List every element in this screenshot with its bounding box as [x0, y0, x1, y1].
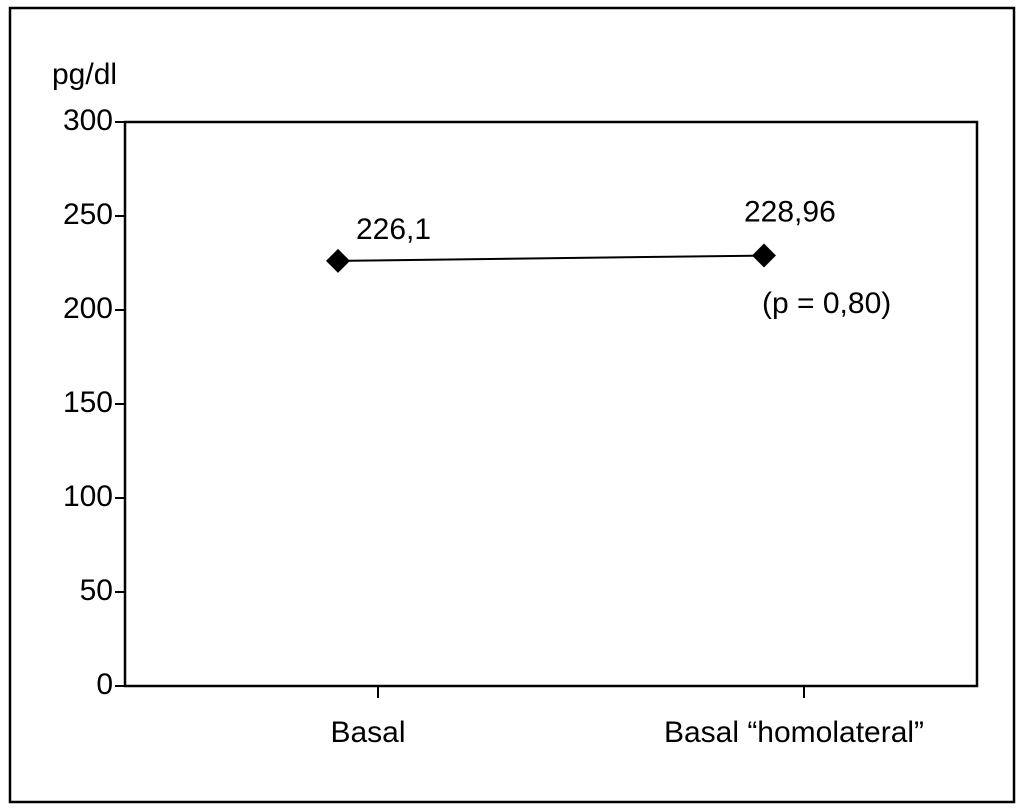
y-axis-label: pg/dl [52, 58, 117, 91]
x-tick-label: Basal [330, 716, 405, 749]
line [337, 254, 765, 262]
data-label: 228,96 [744, 195, 836, 228]
y-tick-label: 300 [63, 104, 113, 137]
marker [326, 248, 350, 273]
marker [752, 243, 776, 268]
y-tick-label: 0 [96, 668, 113, 701]
annotation: (p = 0,80) [762, 287, 891, 320]
y-tick-label: 100 [63, 480, 113, 513]
y-tick-label: 150 [63, 386, 113, 419]
y-tick-label: 200 [63, 292, 113, 325]
frame [8, 6, 1016, 804]
data-label: 226,1 [356, 213, 431, 246]
plot-area [123, 120, 979, 688]
y-tick-label: 50 [80, 574, 113, 607]
x-tick-label: Basal “homolateral” [664, 716, 924, 749]
y-tick-label: 250 [63, 198, 113, 231]
